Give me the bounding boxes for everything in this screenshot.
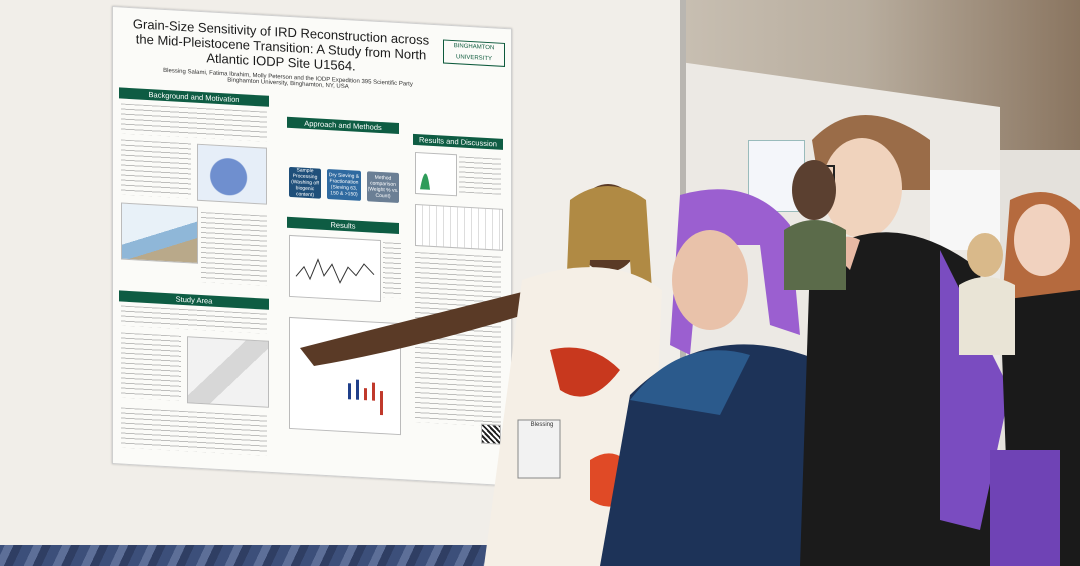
study-area-text (121, 305, 267, 334)
research-poster: Grain-Size Sensitivity of IRD Reconstruc… (112, 6, 512, 487)
section-results-discussion: Results and Discussion (413, 133, 503, 150)
background-text-3 (201, 211, 267, 286)
background-text-2 (121, 139, 191, 199)
ice-rafting-figure (121, 202, 198, 264)
attendee-far-right (990, 192, 1080, 566)
background-person-2 (959, 233, 1015, 355)
name-badge: Blessing (530, 422, 554, 428)
site-map-figure (187, 336, 269, 408)
globe-figure (197, 143, 267, 205)
proxy-sensitivity-chart (289, 234, 381, 303)
university-logo: BINGHAMTON UNIVERSITY (443, 39, 505, 67)
study-area-text-3 (121, 407, 267, 456)
study-area-text-2 (121, 332, 181, 401)
grain-size-chart (415, 151, 457, 197)
bar-plot (348, 379, 383, 416)
proxy-line-plot (295, 258, 375, 284)
background-person (784, 160, 846, 290)
grain-size-curve (420, 173, 430, 190)
background-text (121, 103, 267, 142)
section-approach: Approach and Methods (287, 116, 399, 135)
results-bar-figure (289, 316, 401, 436)
